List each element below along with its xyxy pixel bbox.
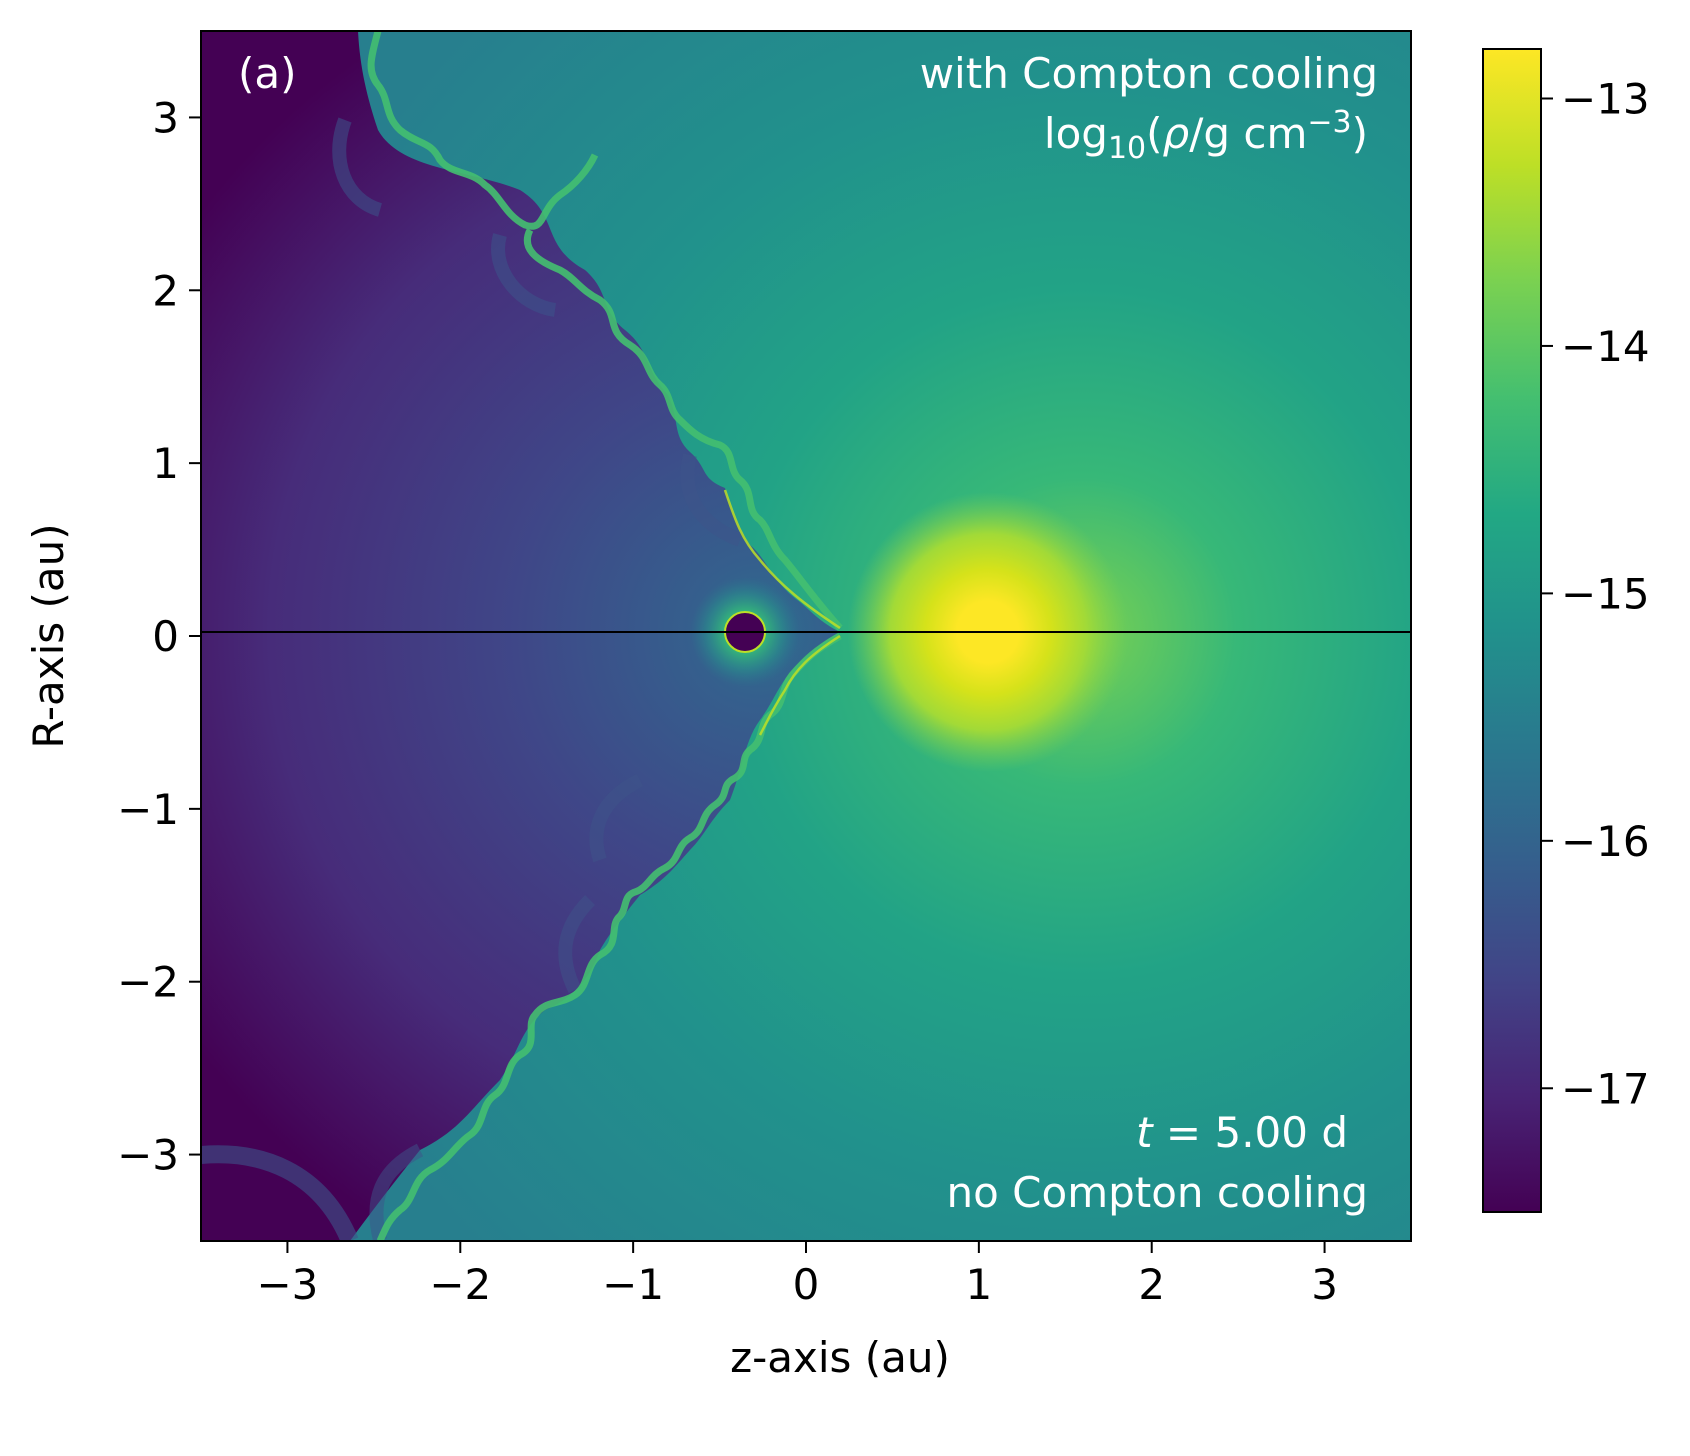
y-tick-label: 1 [152, 439, 179, 488]
y-tick-label: −1 [117, 785, 179, 834]
bubble-arc [558, 895, 596, 994]
y-tick-label: 2 [152, 266, 179, 315]
axes: −3 −2 −1 0 1 2 3 −3 −2 −1 0 1 2 3 [117, 93, 1338, 1309]
density-label-rho: ρ [1163, 109, 1190, 158]
colorbar-tick-label: −16 [1561, 817, 1650, 866]
bubble-arc [680, 453, 743, 547]
annotation-no-compton: no Compton cooling [947, 1168, 1369, 1217]
annotation-time: t = 5.00 d [1136, 1108, 1348, 1157]
colorbar-tick-label: −17 [1561, 1064, 1650, 1113]
y-axis-label: R-axis (au) [24, 523, 73, 748]
shock-edge-upper [723, 489, 841, 630]
bubble-arc [201, 1145, 359, 1241]
x-tick-label: 3 [1311, 1260, 1338, 1309]
time-symbol: t [1136, 1108, 1154, 1157]
bubble-arc [332, 117, 383, 217]
y-tick-label: −3 [117, 1131, 179, 1180]
density-label-subscript: 10 [1108, 131, 1146, 166]
x-tick-label: −2 [429, 1260, 491, 1309]
colorbar-tick-label: −14 [1561, 322, 1650, 371]
annotation-density-label: log10(ρ/g cm−3) [1044, 105, 1368, 166]
shock-edge-lower [758, 634, 841, 736]
x-tick-label: −1 [602, 1260, 664, 1309]
density-label-log: log [1044, 109, 1108, 158]
colorbar-tick-label: −13 [1561, 74, 1650, 123]
x-tick-label: 0 [793, 1260, 820, 1309]
y-tick-label: 3 [152, 93, 179, 142]
x-axis-label: z-axis (au) [730, 1333, 950, 1382]
y-tick-label: −2 [117, 958, 179, 1007]
bubble-arc [491, 233, 557, 317]
heatmap-panel [201, 31, 1411, 1241]
bubble-arc [369, 1143, 424, 1241]
density-label-close-paren: ) [1352, 109, 1368, 158]
colorbar-tick-label: −15 [1561, 569, 1650, 618]
density-label-units: /g cm [1189, 109, 1307, 158]
y-tick-label: 0 [152, 612, 179, 661]
x-tick-label: 1 [965, 1260, 992, 1309]
bubble-arc [589, 773, 644, 863]
colorbar [1482, 48, 1542, 1213]
shocked-region [201, 31, 840, 1241]
colorbar-ticks: −13 −14 −15 −16 −17 [1541, 74, 1650, 1113]
panel-label: (a) [238, 49, 297, 98]
x-tick-label: 2 [1138, 1260, 1165, 1309]
x-tick-label: −3 [256, 1260, 318, 1309]
shock-filament-lower [376, 632, 842, 1241]
density-label-exponent: −3 [1307, 105, 1351, 140]
shock-filament-upper [367, 31, 843, 631]
density-label-open-paren: ( [1146, 109, 1162, 158]
time-value: = 5.00 d [1153, 1108, 1348, 1157]
annotation-with-compton: with Compton cooling [920, 49, 1378, 98]
